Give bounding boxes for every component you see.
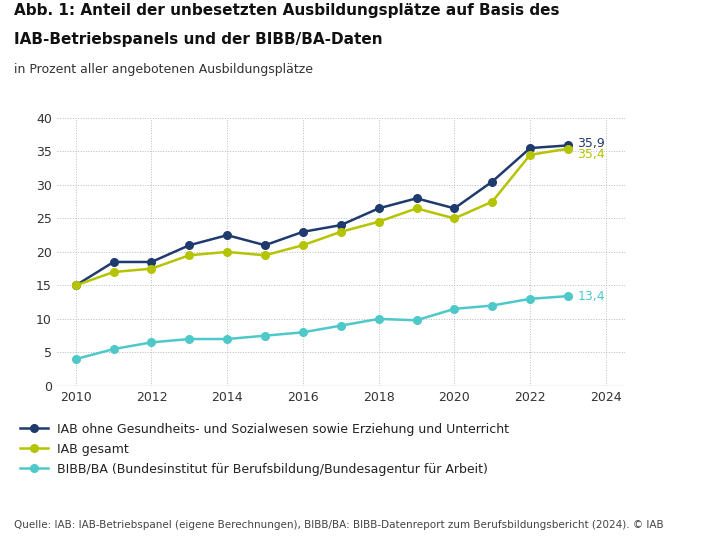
- IAB ohne Gesundheits- und Sozialwesen sowie Erziehung und Unterricht: [488, 178, 496, 185]
- IAB ohne Gesundheits- und Sozialwesen sowie Erziehung und Unterricht: [299, 228, 307, 235]
- IAB ohne Gesundheits- und Sozialwesen sowie Erziehung und Unterricht: [223, 232, 231, 239]
- BIBB/BA (Bundesinstitut für Berufsbildung/Bundesagentur für Arbeit): [223, 336, 231, 342]
- IAB ohne Gesundheits- und Sozialwesen sowie Erziehung und Unterricht: [526, 145, 535, 151]
- Legend: IAB ohne Gesundheits- und Sozialwesen sowie Erziehung und Unterricht, IAB gesamt: IAB ohne Gesundheits- und Sozialwesen so…: [21, 423, 508, 476]
- Text: Abb. 1: Anteil der unbesetzten Ausbildungsplätze auf Basis des: Abb. 1: Anteil der unbesetzten Ausbildun…: [14, 3, 559, 18]
- Text: 13,4: 13,4: [577, 289, 605, 303]
- Text: 35,9: 35,9: [577, 137, 605, 150]
- Text: 35,4: 35,4: [577, 147, 605, 161]
- IAB gesamt: [185, 252, 194, 258]
- BIBB/BA (Bundesinstitut für Berufsbildung/Bundesagentur für Arbeit): [450, 306, 459, 312]
- Line: IAB gesamt: IAB gesamt: [72, 145, 572, 289]
- BIBB/BA (Bundesinstitut für Berufsbildung/Bundesagentur für Arbeit): [337, 322, 345, 329]
- IAB gesamt: [374, 219, 383, 225]
- BIBB/BA (Bundesinstitut für Berufsbildung/Bundesagentur für Arbeit): [109, 346, 118, 352]
- BIBB/BA (Bundesinstitut für Berufsbildung/Bundesagentur für Arbeit): [185, 336, 194, 342]
- IAB ohne Gesundheits- und Sozialwesen sowie Erziehung und Unterricht: [564, 142, 572, 148]
- IAB gesamt: [526, 152, 535, 158]
- IAB gesamt: [299, 242, 307, 248]
- Line: BIBB/BA (Bundesinstitut für Berufsbildung/Bundesagentur für Arbeit): BIBB/BA (Bundesinstitut für Berufsbildun…: [72, 292, 572, 363]
- IAB gesamt: [564, 146, 572, 152]
- IAB gesamt: [223, 249, 231, 255]
- BIBB/BA (Bundesinstitut für Berufsbildung/Bundesagentur für Arbeit): [374, 316, 383, 322]
- IAB ohne Gesundheits- und Sozialwesen sowie Erziehung und Unterricht: [147, 259, 155, 265]
- IAB gesamt: [337, 228, 345, 235]
- BIBB/BA (Bundesinstitut für Berufsbildung/Bundesagentur für Arbeit): [72, 356, 80, 362]
- BIBB/BA (Bundesinstitut für Berufsbildung/Bundesagentur für Arbeit): [526, 296, 535, 302]
- IAB ohne Gesundheits- und Sozialwesen sowie Erziehung und Unterricht: [374, 205, 383, 212]
- IAB gesamt: [109, 269, 118, 276]
- BIBB/BA (Bundesinstitut für Berufsbildung/Bundesagentur für Arbeit): [413, 317, 421, 323]
- BIBB/BA (Bundesinstitut für Berufsbildung/Bundesagentur für Arbeit): [564, 293, 572, 299]
- IAB gesamt: [147, 265, 155, 272]
- IAB gesamt: [413, 205, 421, 212]
- Line: IAB ohne Gesundheits- und Sozialwesen sowie Erziehung und Unterricht: IAB ohne Gesundheits- und Sozialwesen so…: [72, 142, 572, 289]
- IAB ohne Gesundheits- und Sozialwesen sowie Erziehung und Unterricht: [185, 242, 194, 248]
- IAB ohne Gesundheits- und Sozialwesen sowie Erziehung und Unterricht: [413, 195, 421, 202]
- IAB gesamt: [261, 252, 269, 258]
- BIBB/BA (Bundesinstitut für Berufsbildung/Bundesagentur für Arbeit): [147, 339, 155, 346]
- BIBB/BA (Bundesinstitut für Berufsbildung/Bundesagentur für Arbeit): [261, 332, 269, 339]
- Text: in Prozent aller angebotenen Ausbildungsplätze: in Prozent aller angebotenen Ausbildungs…: [14, 63, 313, 76]
- Text: Quelle: IAB: IAB-Betriebspanel (eigene Berechnungen), BIBB/BA: BIBB-Datenreport : Quelle: IAB: IAB-Betriebspanel (eigene B…: [14, 519, 664, 530]
- IAB ohne Gesundheits- und Sozialwesen sowie Erziehung und Unterricht: [450, 205, 459, 212]
- IAB gesamt: [72, 282, 80, 288]
- Text: IAB-Betriebspanels und der BIBB/BA-Daten: IAB-Betriebspanels und der BIBB/BA-Daten: [14, 32, 383, 47]
- IAB gesamt: [488, 198, 496, 205]
- IAB ohne Gesundheits- und Sozialwesen sowie Erziehung und Unterricht: [109, 259, 118, 265]
- IAB ohne Gesundheits- und Sozialwesen sowie Erziehung und Unterricht: [261, 242, 269, 248]
- IAB ohne Gesundheits- und Sozialwesen sowie Erziehung und Unterricht: [337, 222, 345, 228]
- IAB gesamt: [450, 215, 459, 222]
- BIBB/BA (Bundesinstitut für Berufsbildung/Bundesagentur für Arbeit): [299, 329, 307, 336]
- IAB ohne Gesundheits- und Sozialwesen sowie Erziehung und Unterricht: [72, 282, 80, 288]
- BIBB/BA (Bundesinstitut für Berufsbildung/Bundesagentur für Arbeit): [488, 302, 496, 309]
